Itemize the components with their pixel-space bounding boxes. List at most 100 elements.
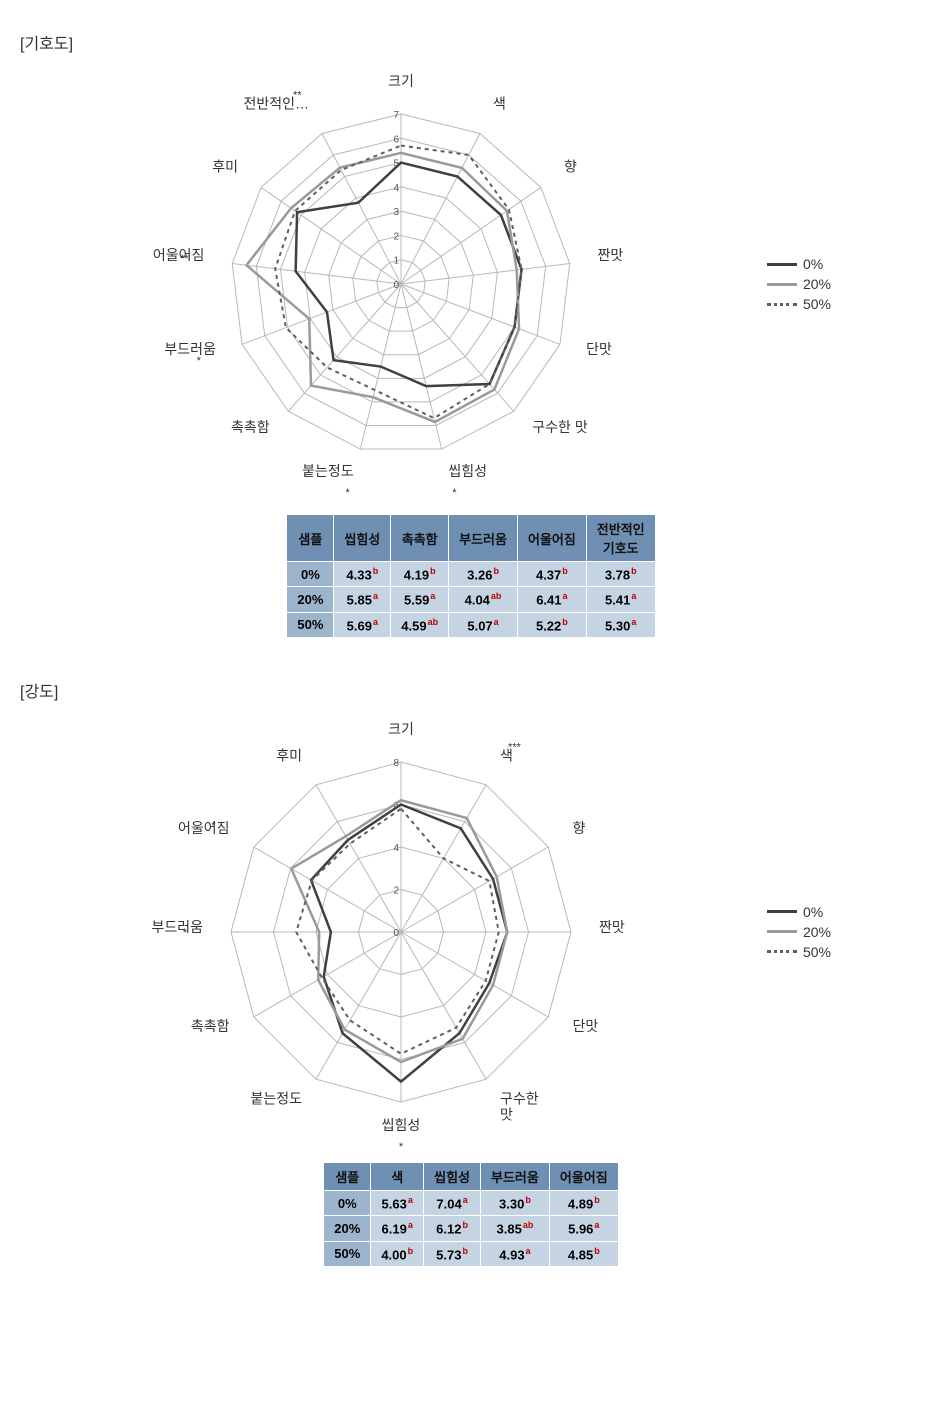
tick-label: 4 xyxy=(393,183,399,194)
legend-swatch xyxy=(767,910,797,913)
significance-star: * xyxy=(399,1141,404,1152)
radar-chart: 01234567크기색향짠맛단맛구수한 맛씹힘성*붙는정도*촉촉함부드러움*어울… xyxy=(121,64,681,504)
legend-item: 50% xyxy=(767,296,831,312)
table-cell: 5.73b xyxy=(424,1241,481,1266)
table-cell: 5.63a xyxy=(371,1190,424,1215)
section-title: [기호도] xyxy=(20,30,922,54)
table-cell: 5.96a xyxy=(549,1216,618,1241)
section-title: [강도] xyxy=(20,678,922,702)
row-label: 50% xyxy=(287,612,334,637)
legend-swatch xyxy=(767,263,797,266)
table-header-cell: 샘플 xyxy=(287,515,334,562)
table-cell: 4.89b xyxy=(549,1190,618,1215)
axis-label: 후미 xyxy=(212,159,238,175)
significance-star: * xyxy=(183,927,188,939)
table-cell: 6.19a xyxy=(371,1216,424,1241)
legend-label: 0% xyxy=(803,904,823,920)
axis-label: 크기 xyxy=(388,721,414,737)
axis-label: 어울어짐 xyxy=(153,247,205,263)
legend: 0% 20% 50% xyxy=(767,900,831,964)
table-cell: 6.12b xyxy=(424,1216,481,1241)
legend-item: 20% xyxy=(767,276,831,292)
significance-star: ** xyxy=(293,90,302,102)
legend: 0% 20% 50% xyxy=(767,252,831,316)
tick-label: 0 xyxy=(393,928,399,939)
row-label: 20% xyxy=(287,587,334,612)
table-cell: 4.59ab xyxy=(391,612,449,637)
radar-wrap: 01234567크기색향짠맛단맛구수한 맛씹힘성*붙는정도*촉촉함부드러움*어울… xyxy=(121,64,821,504)
axis-label: 구수한맛 xyxy=(500,1090,539,1122)
table-cell: 4.37b xyxy=(517,562,586,587)
legend-item: 20% xyxy=(767,924,831,940)
table-header-cell: 부드러움 xyxy=(481,1162,550,1190)
table-cell: 7.04a xyxy=(424,1190,481,1215)
axis-label: 단맛 xyxy=(572,1018,598,1034)
table-header-cell: 샘플 xyxy=(324,1162,371,1190)
axis-label: 씹힘성 xyxy=(448,463,487,479)
tick-label: 6 xyxy=(393,134,399,145)
axis-label: 향 xyxy=(564,159,577,175)
legend-item: 0% xyxy=(767,904,831,920)
significance-star: * xyxy=(211,820,216,832)
legend-swatch xyxy=(767,283,797,286)
table-cell: 5.30a xyxy=(586,612,655,637)
axis-label: 붙는정도 xyxy=(250,1090,302,1106)
tick-label: 3 xyxy=(393,207,399,218)
table-row: 20%6.19a6.12b3.85ab5.96a xyxy=(324,1216,618,1241)
legend-label: 20% xyxy=(803,276,831,292)
axis-label: 촉촉함 xyxy=(191,1018,230,1034)
table-cell: 4.00b xyxy=(371,1241,424,1266)
table-header-cell: 촉촉함 xyxy=(391,515,449,562)
tick-label: 8 xyxy=(393,758,399,769)
axis-label: 어울어짐 xyxy=(178,820,230,836)
table-cell: 6.41a xyxy=(517,587,586,612)
axis-label: 크기 xyxy=(388,73,414,89)
legend-label: 0% xyxy=(803,256,823,272)
table-cell: 4.19b xyxy=(391,562,449,587)
significance-star: * xyxy=(197,355,202,367)
legend-item: 0% xyxy=(767,256,831,272)
table-cell: 5.59a xyxy=(391,587,449,612)
axis-label: 후미 xyxy=(276,748,302,764)
axis-label: 부드러움 xyxy=(164,341,216,357)
tick-label: 7 xyxy=(393,110,399,121)
table-row: 0%4.33b4.19b3.26b4.37b3.78b xyxy=(287,562,655,587)
significance-star: *** xyxy=(508,742,522,754)
significance-star: * xyxy=(346,487,351,499)
significance-star: * xyxy=(452,487,457,499)
table-cell: 5.85a xyxy=(334,587,391,612)
table-row: 50%5.69a4.59ab5.07a5.22b5.30a xyxy=(287,612,655,637)
axis-label: 향 xyxy=(572,820,585,836)
radar-chart: 02468크기색***향짠맛단맛구수한맛씹힘성*붙는정도촉촉함부드러움*어울어짐… xyxy=(121,712,681,1152)
row-label: 0% xyxy=(287,562,334,587)
tick-label: 2 xyxy=(393,231,399,242)
table-cell: 5.07a xyxy=(449,612,518,637)
axis-label: 부드러움 xyxy=(151,919,203,935)
table-cell: 5.41a xyxy=(586,587,655,612)
radar-wrap: 02468크기색***향짠맛단맛구수한맛씹힘성*붙는정도촉촉함부드러움*어울어짐… xyxy=(121,712,821,1152)
table-row: 50%4.00b5.73b4.93a4.85b xyxy=(324,1241,618,1266)
chart-section: [기호도]01234567크기색향짠맛단맛구수한 맛씹힘성*붙는정도*촉촉함부드… xyxy=(20,30,922,638)
tick-label: 1 xyxy=(393,256,399,267)
table-cell: 3.30b xyxy=(481,1190,550,1215)
table-cell: 4.93a xyxy=(481,1241,550,1266)
legend-swatch xyxy=(767,930,797,933)
row-label: 50% xyxy=(324,1241,371,1266)
legend-swatch xyxy=(767,303,797,306)
table-header-cell: 전반적인기호도 xyxy=(586,515,655,562)
tick-label: 2 xyxy=(393,885,399,896)
table-cell: 4.33b xyxy=(334,562,391,587)
legend-swatch xyxy=(767,950,797,953)
legend-label: 50% xyxy=(803,296,831,312)
legend-label: 50% xyxy=(803,944,831,960)
table-cell: 3.85ab xyxy=(481,1216,550,1241)
legend-item: 50% xyxy=(767,944,831,960)
axis-label: 구수한 맛 xyxy=(532,419,588,435)
legend-label: 20% xyxy=(803,924,831,940)
table-header-cell: 어울어짐 xyxy=(517,515,586,562)
axis-label: 짠맛 xyxy=(599,919,625,935)
table-header-cell: 부드러움 xyxy=(449,515,518,562)
tick-label: 4 xyxy=(393,843,399,854)
chart-section: [강도]02468크기색***향짠맛단맛구수한맛씹힘성*붙는정도촉촉함부드러움*… xyxy=(20,678,922,1267)
table-cell: 4.04ab xyxy=(449,587,518,612)
